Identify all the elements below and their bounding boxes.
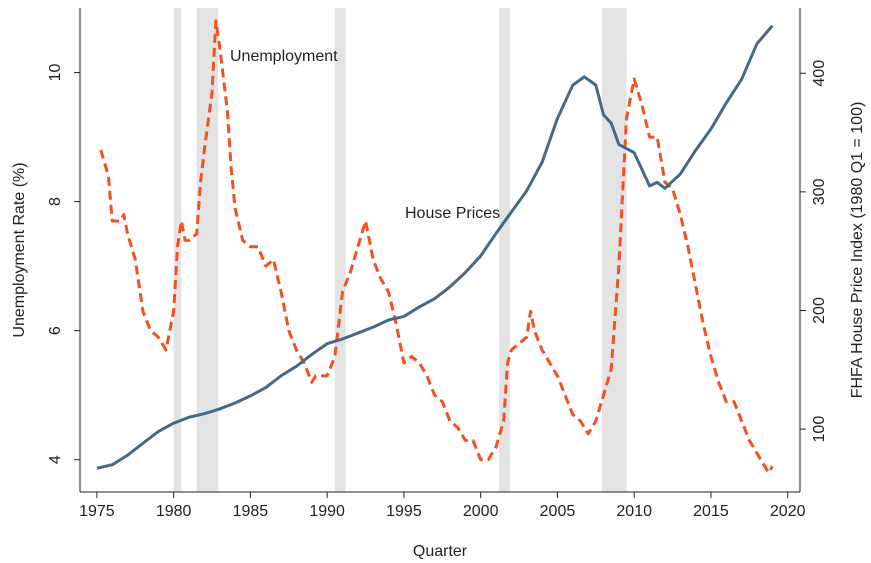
series-line [96, 24, 774, 470]
y2-tick-label: 100 [811, 416, 828, 443]
x-tick-label: 1985 [233, 503, 269, 520]
recession-band [173, 8, 182, 492]
series-line [99, 19, 774, 475]
x-tick-label: 1990 [309, 503, 345, 520]
recession-band [196, 8, 219, 492]
y2-tick-label: 400 [811, 60, 828, 87]
x-tick-label: 1980 [156, 503, 192, 520]
x-tick-label: 2005 [540, 503, 576, 520]
x-tick-label: 1975 [79, 503, 115, 520]
y2-tick-label: 200 [811, 297, 828, 324]
x-tick-label: 1995 [386, 503, 422, 520]
x-tick-label: 2010 [616, 503, 652, 520]
recession-band [334, 8, 346, 492]
recession-band [499, 8, 510, 492]
recession-band [601, 8, 627, 492]
x-axis-title: Quarter [413, 543, 468, 560]
x-tick-label: 2015 [693, 503, 729, 520]
y-tick-label: 8 [47, 197, 64, 206]
y2-axis-title: FHFA House Price Index (1980 Q1 = 100) [849, 102, 866, 399]
y2-tick-label: 300 [811, 178, 828, 205]
x-tick-label: 2000 [463, 503, 499, 520]
y-tick-label: 4 [47, 455, 64, 464]
y-tick-label: 6 [47, 326, 64, 335]
y-axis-title: Unemployment Rate (%) [11, 162, 28, 337]
annotation: Unemployment [230, 48, 338, 65]
y-tick-label: 10 [47, 64, 64, 82]
x-tick-label: 2020 [770, 503, 806, 520]
annotation: House Prices [405, 205, 500, 222]
